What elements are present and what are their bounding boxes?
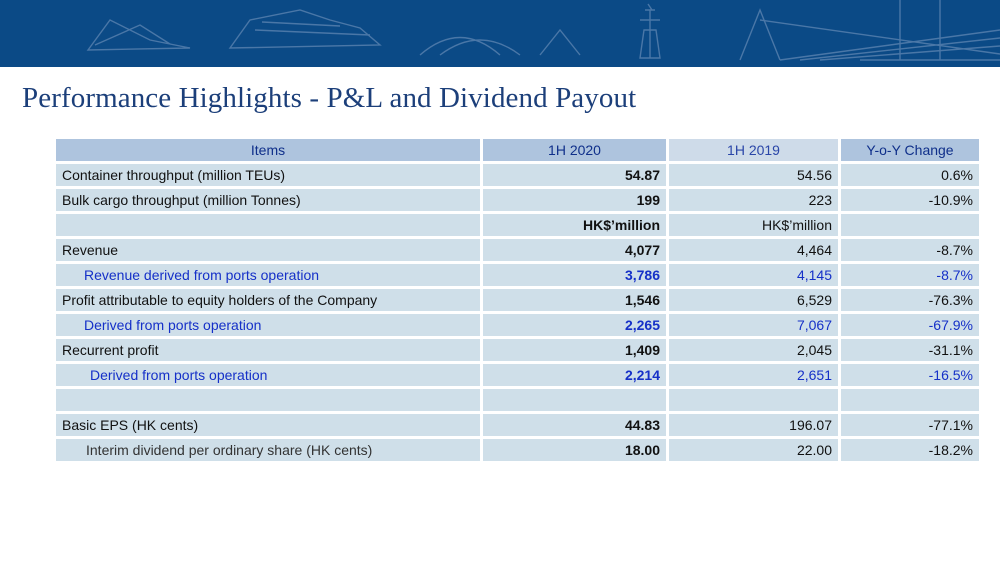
row-label: Bulk cargo throughput (million Tonnes) xyxy=(56,189,480,211)
row-label: Profit attributable to equity holders of… xyxy=(56,289,480,311)
table-row: Profit attributable to equity holders of… xyxy=(56,289,979,311)
unit-1h-2020: HK$’million xyxy=(483,214,666,236)
value-1h-2019: 2,651 xyxy=(669,364,838,386)
value-yoy: -77.1% xyxy=(841,414,979,436)
value-1h-2019 xyxy=(669,389,838,411)
value-1h-2019: 22.00 xyxy=(669,439,838,461)
value-yoy: -16.5% xyxy=(841,364,979,386)
value-yoy: -31.1% xyxy=(841,339,979,361)
table-row: Recurrent profit 1,409 2,045 -31.1% xyxy=(56,339,979,361)
row-label: Interim dividend per ordinary share (HK … xyxy=(56,439,480,461)
value-yoy: -8.7% xyxy=(841,239,979,261)
value-1h-2020: 2,265 xyxy=(483,314,666,336)
value-1h-2020: 1,546 xyxy=(483,289,666,311)
row-label: Revenue xyxy=(56,239,480,261)
value-yoy xyxy=(841,214,979,236)
table-row: Interim dividend per ordinary share (HK … xyxy=(56,439,979,461)
value-1h-2020: 2,214 xyxy=(483,364,666,386)
table-row-sub: Derived from ports operation 2,265 7,067… xyxy=(56,314,979,336)
value-1h-2020: 18.00 xyxy=(483,439,666,461)
header-items: Items xyxy=(56,139,480,161)
row-label: Derived from ports operation xyxy=(56,314,480,336)
row-label: Basic EPS (HK cents) xyxy=(56,414,480,436)
row-label: Container throughput (million TEUs) xyxy=(56,164,480,186)
table-row: Basic EPS (HK cents) 44.83 196.07 -77.1% xyxy=(56,414,979,436)
value-1h-2020: 1,409 xyxy=(483,339,666,361)
value-1h-2020: 199 xyxy=(483,189,666,211)
value-1h-2020 xyxy=(483,389,666,411)
row-label: Derived from ports operation xyxy=(56,364,480,386)
banner-illustration xyxy=(86,0,1000,61)
row-label xyxy=(56,389,480,411)
row-label: Recurrent profit xyxy=(56,339,480,361)
table-row-sub: Derived from ports operation 2,214 2,651… xyxy=(56,364,979,386)
value-yoy: -76.3% xyxy=(841,289,979,311)
page-title: Performance Highlights - P&L and Dividen… xyxy=(22,82,637,114)
header-1h-2019: 1H 2019 xyxy=(669,139,838,161)
highlights-table: Items 1H 2020 1H 2019 Y-o-Y Change Conta… xyxy=(53,136,982,464)
table-row: Revenue 4,077 4,464 -8.7% xyxy=(56,239,979,261)
value-1h-2020: 54.87 xyxy=(483,164,666,186)
unit-1h-2019: HK$’million xyxy=(669,214,838,236)
value-1h-2019: 4,464 xyxy=(669,239,838,261)
value-1h-2019: 6,529 xyxy=(669,289,838,311)
value-1h-2019: 2,045 xyxy=(669,339,838,361)
value-1h-2020: 4,077 xyxy=(483,239,666,261)
table-row: Bulk cargo throughput (million Tonnes) 1… xyxy=(56,189,979,211)
value-yoy: 0.6% xyxy=(841,164,979,186)
value-1h-2020: 3,786 xyxy=(483,264,666,286)
value-yoy: -18.2% xyxy=(841,439,979,461)
value-1h-2019: 196.07 xyxy=(669,414,838,436)
value-yoy: -67.9% xyxy=(841,314,979,336)
value-1h-2019: 223 xyxy=(669,189,838,211)
row-label xyxy=(56,214,480,236)
value-1h-2019: 4,145 xyxy=(669,264,838,286)
header-yoy-change: Y-o-Y Change xyxy=(841,139,979,161)
value-1h-2019: 7,067 xyxy=(669,314,838,336)
table-row-sub: Revenue derived from ports operation 3,7… xyxy=(56,264,979,286)
value-1h-2019: 54.56 xyxy=(669,164,838,186)
value-1h-2020: 44.83 xyxy=(483,414,666,436)
table-row-units: HK$’million HK$’million xyxy=(56,214,979,236)
value-yoy xyxy=(841,389,979,411)
table-row: Container throughput (million TEUs) 54.8… xyxy=(56,164,979,186)
table-row-blank xyxy=(56,389,979,411)
header-1h-2020: 1H 2020 xyxy=(483,139,666,161)
value-yoy: -8.7% xyxy=(841,264,979,286)
header-banner xyxy=(0,0,1000,67)
row-label: Revenue derived from ports operation xyxy=(56,264,480,286)
table-header-row: Items 1H 2020 1H 2019 Y-o-Y Change xyxy=(56,139,979,161)
value-yoy: -10.9% xyxy=(841,189,979,211)
